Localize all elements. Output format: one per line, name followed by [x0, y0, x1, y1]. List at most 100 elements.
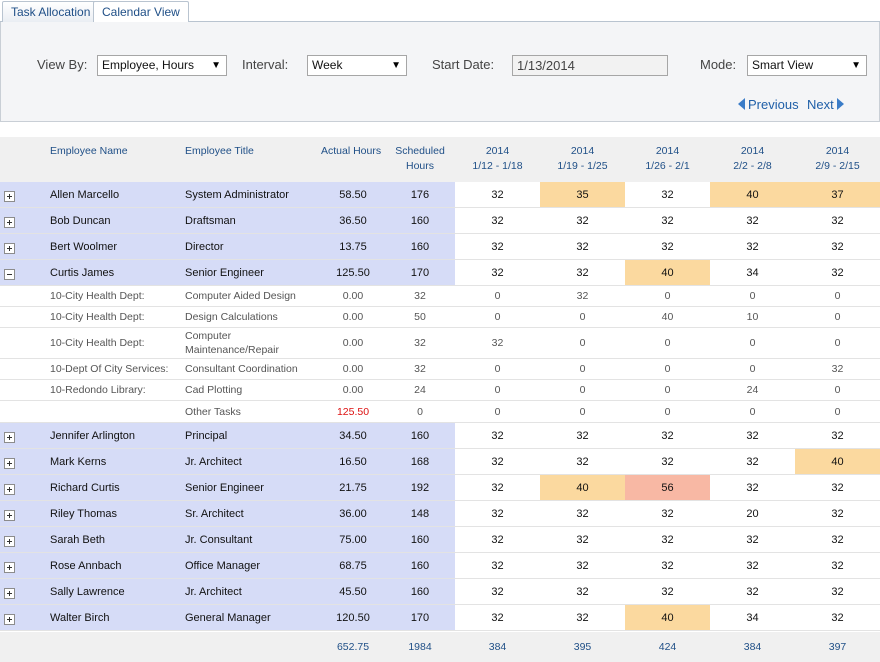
employee-row[interactable]: Sally Lawrence Jr. Architect 45.50 160 32 32 3…: [0, 579, 880, 605]
employee-name: Allen Marcello: [50, 188, 120, 201]
mode-select[interactable]: Smart View ▼: [747, 55, 867, 76]
scheduled-hours-cell: 148: [410, 507, 430, 520]
task-row: 10-City Health Dept: Computer Maintenance…: [0, 328, 880, 359]
expand-icon[interactable]: [4, 191, 15, 202]
expand-icon[interactable]: [4, 484, 15, 495]
week-range: 2/2 - 2/8: [733, 160, 772, 172]
week-hours-cell: 0: [664, 290, 671, 302]
task-name: Cad Plotting: [185, 384, 243, 396]
view-by-select[interactable]: Employee, Hours ▼: [97, 55, 227, 76]
week-hours-cell: 32: [661, 188, 674, 201]
col-header-week[interactable]: 2014 2/9 - 2/15: [795, 144, 880, 189]
tab-task-allocation[interactable]: Task Allocation: [2, 1, 100, 22]
previous-button[interactable]: Previous: [738, 97, 799, 113]
scheduled-hours-cell: 176: [410, 188, 430, 201]
week-hours-cell: 0: [664, 363, 671, 375]
col-header-employee-title[interactable]: Employee Title: [185, 145, 254, 157]
task-project: [50, 401, 180, 422]
task-name: Design Calculations: [185, 311, 278, 323]
expand-icon[interactable]: [4, 510, 15, 521]
employee-row[interactable]: Sarah Beth Jr. Consultant 75.00 160 32 32 32 32…: [0, 527, 880, 553]
week-range: 1/19 - 1/25: [557, 160, 608, 172]
tab-calendar-view[interactable]: Calendar View: [93, 1, 189, 23]
week-hours-cell: 34: [746, 611, 759, 624]
scheduled-hours-cell: 32: [414, 363, 426, 375]
expand-icon[interactable]: [4, 614, 15, 625]
week-hours-cell: 32: [491, 188, 504, 201]
employee-row[interactable]: Walter Birch General Manager 120.50 170 32 32…: [0, 605, 880, 631]
scheduled-hours-cell: 0: [417, 405, 423, 418]
actual-hours-cell: 0.00: [342, 337, 364, 349]
expand-icon[interactable]: [4, 458, 15, 469]
collapse-icon[interactable]: [4, 269, 15, 280]
week-hours-cell: 32: [491, 429, 504, 442]
week-hours-cell: 0: [494, 311, 501, 323]
expand-icon[interactable]: [4, 243, 15, 254]
scheduled-hours-cell: 24: [414, 384, 426, 396]
week-hours-cell: 32: [491, 559, 504, 572]
scheduled-hours-cell: 170: [410, 266, 430, 279]
week-hours-cell: 32: [576, 214, 589, 227]
employee-name: Walter Birch: [50, 611, 110, 624]
week-hours-cell: 32: [491, 455, 504, 468]
expand-icon[interactable]: [4, 432, 15, 443]
week-year: 2014: [570, 145, 595, 157]
employee-name: Richard Curtis: [50, 481, 120, 494]
employee-row[interactable]: Mark Kerns Jr. Architect 16.50 168 32 32 32 32 4…: [0, 449, 880, 475]
scheduled-hours-cell: 160: [410, 214, 430, 227]
employee-row[interactable]: Bert Woolmer Director 13.75 160 32 32 32 32 32: [0, 234, 880, 260]
actual-hours-cell: 36.50: [339, 214, 367, 227]
col-header-week[interactable]: 2014 1/12 - 1/18: [455, 144, 540, 189]
start-date-input[interactable]: 1/13/2014: [512, 55, 668, 76]
week-hours-cell: 32: [746, 533, 759, 546]
expand-icon[interactable]: [4, 536, 15, 547]
employee-row[interactable]: Bob Duncan Draftsman 36.50 160 32 32 32 32 32: [0, 208, 880, 234]
task-name: Consultant Coordination: [185, 363, 298, 375]
employee-row-background: [0, 260, 455, 285]
col-header-week[interactable]: 2014 1/19 - 1/25: [540, 144, 625, 189]
tab-bar: Task Allocation Calendar View: [0, 0, 880, 23]
actual-hours-cell: 13.75: [339, 240, 367, 253]
week-range: 1/26 - 2/1: [645, 160, 690, 172]
week-hours-cell: 32: [661, 507, 674, 520]
interval-select[interactable]: Week ▼: [307, 55, 407, 76]
actual-hours-cell: 21.75: [339, 481, 367, 494]
col-header-scheduled-hours[interactable]: Scheduled Hours: [384, 144, 456, 189]
week-hours-cell: 32: [831, 507, 844, 520]
week-hours-cell: 0: [749, 290, 756, 302]
actual-hours-cell: 0.00: [342, 311, 364, 323]
total-week-hours: 395: [573, 641, 592, 653]
week-hours-cell: 32: [746, 214, 759, 227]
task-project: 10-City Health Dept:: [50, 311, 145, 323]
next-label: Next: [807, 97, 834, 112]
week-hours-cell: 0: [579, 384, 586, 396]
task-name: Other Tasks: [185, 405, 241, 418]
employee-row[interactable]: Allen Marcello System Administrator 58.50 1…: [0, 182, 880, 208]
employee-row[interactable]: Jennifer Arlington Principal 34.50 160 32 32 3…: [0, 423, 880, 449]
col-header-week[interactable]: 2014 2/2 - 2/8: [710, 144, 795, 189]
actual-hours-cell: 58.50: [339, 188, 367, 201]
col-header-week[interactable]: 2014 1/26 - 2/1: [625, 144, 710, 189]
filter-panel: View By: Employee, Hours ▼ Interval: Wee…: [0, 22, 880, 122]
expand-icon[interactable]: [4, 217, 15, 228]
col-header-employee-name[interactable]: Employee Name: [50, 145, 128, 157]
expand-icon[interactable]: [4, 588, 15, 599]
next-button[interactable]: Next: [807, 97, 844, 113]
dropdown-arrow-icon: ▼: [211, 60, 221, 71]
col-header-actual-hours[interactable]: Actual Hours: [321, 145, 382, 157]
employee-name: Mark Kerns: [50, 455, 107, 468]
week-year: 2014: [655, 145, 680, 157]
employee-title: Senior Engineer: [185, 481, 264, 494]
week-hours-cell: 0: [834, 384, 841, 396]
employee-row[interactable]: Riley Thomas Sr. Architect 36.00 148 32 32 32 2…: [0, 501, 880, 527]
employee-row[interactable]: Curtis James Senior Engineer 125.50 170 32 32…: [0, 260, 880, 286]
employee-row-background: [0, 208, 455, 233]
week-hours-cell: 0: [494, 405, 501, 418]
week-hours-cell: 32: [576, 559, 589, 572]
scheduled-hours-cell: 32: [414, 337, 426, 349]
expand-icon[interactable]: [4, 562, 15, 573]
employee-row[interactable]: Richard Curtis Senior Engineer 21.75 192 32 4…: [0, 475, 880, 501]
employee-row[interactable]: Rose Annbach Office Manager 68.75 160 32 32 32…: [0, 553, 880, 579]
week-hours-cell: 32: [576, 266, 589, 279]
employee-row-background: [0, 475, 455, 500]
